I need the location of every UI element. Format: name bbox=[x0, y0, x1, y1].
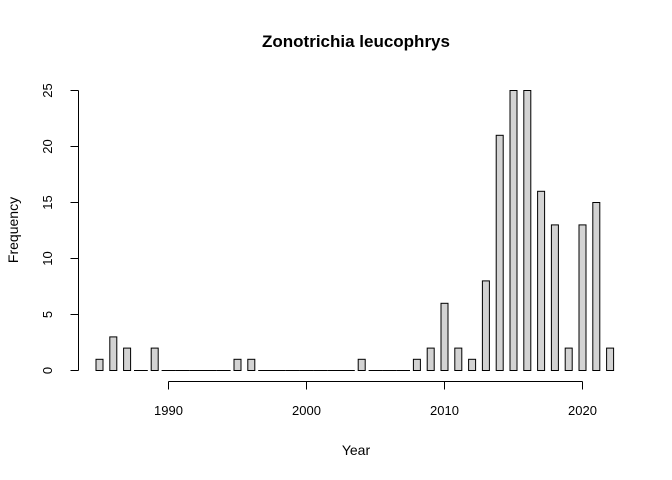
y-axis: 0 5 10 15 20 25 bbox=[40, 83, 79, 374]
y-tick-label: 0 bbox=[40, 367, 55, 374]
x-axis-label: Year bbox=[342, 442, 371, 458]
y-tick-label: 5 bbox=[40, 311, 55, 318]
bar-1995 bbox=[233, 358, 242, 371]
x-tick-label: 2000 bbox=[292, 403, 321, 418]
y-tick-label: 15 bbox=[40, 195, 55, 209]
bar-2012 bbox=[468, 358, 477, 371]
x-tick-label: 2020 bbox=[568, 403, 597, 418]
bar-2017 bbox=[537, 190, 546, 371]
bar-2020 bbox=[578, 224, 587, 371]
bar-2022 bbox=[606, 347, 615, 372]
x-tick-label: 1990 bbox=[154, 403, 183, 418]
bar-2021 bbox=[592, 202, 601, 371]
bar-1996 bbox=[247, 358, 256, 371]
bar-1989 bbox=[150, 347, 159, 372]
bar-2009 bbox=[426, 347, 435, 372]
chart-title: Zonotrichia leucophrys bbox=[262, 32, 450, 51]
y-tick-label: 25 bbox=[40, 83, 55, 97]
bar-1986 bbox=[109, 336, 118, 371]
bar-2010 bbox=[440, 302, 449, 371]
y-tick-label: 20 bbox=[40, 139, 55, 153]
bar-2004 bbox=[357, 358, 366, 371]
bar-2019 bbox=[564, 347, 573, 372]
y-tick-label: 10 bbox=[40, 251, 55, 265]
bars-group bbox=[95, 90, 615, 372]
bar-2015 bbox=[509, 90, 518, 371]
bar-2018 bbox=[550, 224, 559, 371]
x-tick-label: 2010 bbox=[430, 403, 459, 418]
bar-2014 bbox=[495, 134, 504, 371]
bar-2008 bbox=[412, 358, 421, 371]
y-axis-label: Frequency bbox=[5, 197, 21, 263]
bar-2011 bbox=[454, 347, 463, 372]
bar-2016 bbox=[523, 90, 532, 371]
bar-2013 bbox=[481, 280, 490, 371]
x-axis: 1990 2000 2010 2020 bbox=[154, 381, 597, 418]
bar-1985 bbox=[95, 358, 104, 371]
bar-1987 bbox=[123, 347, 132, 372]
